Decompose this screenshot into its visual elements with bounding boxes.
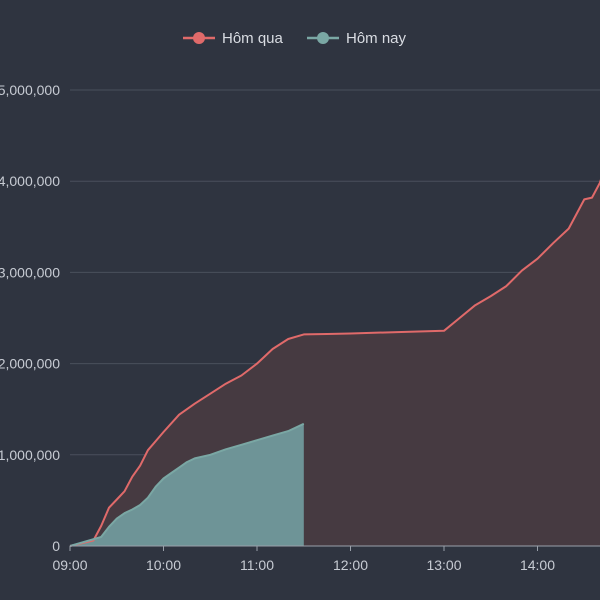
x-tick-label: 14:00 bbox=[520, 557, 555, 573]
series-areas bbox=[70, 182, 600, 546]
y-tick-label: 1,000,000 bbox=[0, 447, 60, 463]
legend-item-1[interactable]: Hôm nay bbox=[307, 30, 407, 47]
x-tick-label: 13:00 bbox=[426, 557, 461, 573]
x-tick-label: 12:00 bbox=[333, 557, 368, 573]
y-tick-label: 3,000,000 bbox=[0, 264, 60, 280]
legend[interactable]: Hôm qua Hôm nay bbox=[183, 30, 407, 47]
x-tick-label: 09:00 bbox=[52, 557, 87, 573]
legend-dot-marker bbox=[193, 32, 205, 44]
series-lines bbox=[69, 159, 600, 547]
y-tick-label: 0 bbox=[52, 538, 60, 554]
y-tick-label: 2,000,000 bbox=[0, 356, 60, 372]
series-area-0 bbox=[70, 182, 600, 546]
legend-label: Hôm nay bbox=[346, 30, 407, 47]
y-tick-label: 5,000,000 bbox=[0, 82, 60, 98]
x-tick-label: 10:00 bbox=[146, 557, 181, 573]
axes: 09:00 10:00 11:00 12:00 13:00 14:00 0 1,000,000… bbox=[0, 82, 600, 573]
y-tick-label: 4,000,000 bbox=[0, 173, 60, 189]
legend-dot-marker bbox=[317, 32, 329, 44]
series-line-0[interactable] bbox=[69, 159, 600, 547]
x-tick-label: 11:00 bbox=[240, 557, 274, 573]
legend-item-0[interactable]: Hôm qua bbox=[183, 30, 284, 47]
series-line-1[interactable] bbox=[69, 422, 305, 547]
legend-label: Hôm qua bbox=[222, 30, 284, 47]
series-area-1 bbox=[70, 423, 304, 546]
